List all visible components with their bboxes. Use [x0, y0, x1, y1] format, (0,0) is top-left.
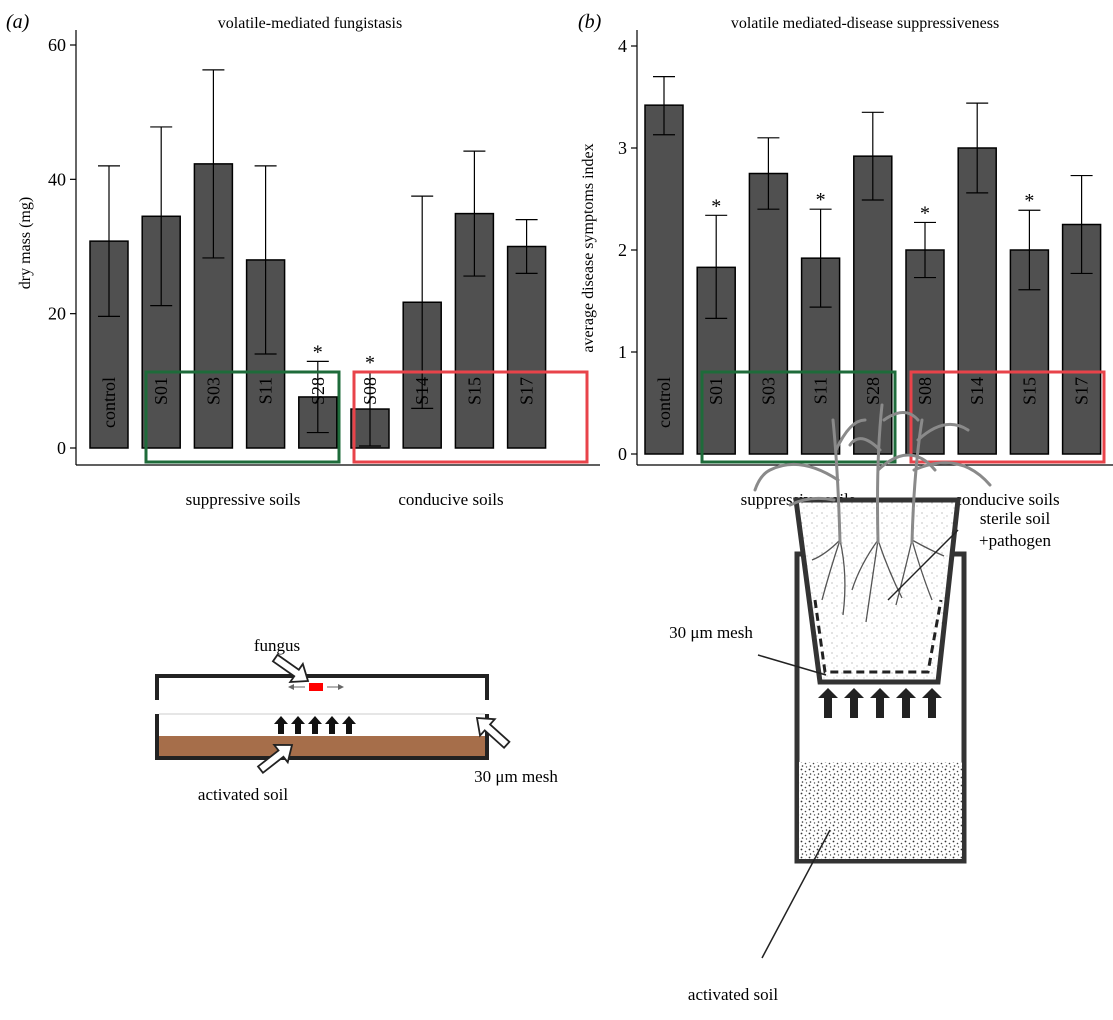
dish-lid [155, 674, 489, 700]
bar-S28 [853, 155, 893, 455]
significance-star: * [920, 202, 930, 224]
bar-S03 [748, 172, 789, 455]
x-label-S14: S14 [412, 377, 432, 405]
activated-soil-label-b: activated soil [688, 985, 778, 1004]
roots [811, 539, 945, 623]
y-tick-label: 60 [48, 35, 66, 55]
activated-soil-layer [157, 736, 487, 756]
bar-control [644, 104, 684, 455]
y-tick-label: 40 [48, 169, 66, 189]
y-tick-label: 2 [618, 240, 627, 260]
sterile-soil-label: sterile soil [980, 509, 1051, 528]
significance-star: * [313, 341, 323, 363]
chart-a: (a) volatile-mediated fungistasis dry ma… [6, 11, 600, 509]
plants [753, 403, 992, 544]
x-label-S11: S11 [256, 377, 276, 404]
activated-soil-label-a: activated soil [198, 785, 288, 804]
x-label-S28: S28 [308, 377, 328, 405]
x-label-S08: S08 [915, 377, 935, 405]
x-label-S15: S15 [1019, 377, 1039, 405]
bar-S17 [506, 245, 547, 449]
diagram-b: sterile soil +pathogen 30 μm mesh activa… [669, 403, 1051, 1004]
volatile-arrows-pot [818, 688, 942, 718]
x-label-S15: S15 [464, 377, 484, 405]
y-tick-label: 1 [618, 342, 627, 362]
chart-a-ylabel: dry mass (mg) [17, 197, 34, 289]
x-label-S14: S14 [967, 377, 987, 405]
chart-b-conducive-label: conducive soils [954, 490, 1059, 509]
chart-b-xlabels: control S01 S03 S11 S28 S08 S14 S15 S17 [654, 377, 1092, 428]
y-tick-label: 3 [618, 138, 627, 158]
inner-pot [793, 497, 961, 685]
chart-b-yticks: 0 1 2 3 4 [618, 36, 637, 464]
diagram-a: fungus activated soil 30 μm mesh [155, 636, 558, 804]
x-label-S01: S01 [151, 377, 171, 405]
chart-a-yticks: 0 20 40 60 [48, 35, 76, 458]
chart-b-suppressive-box [700, 370, 897, 464]
chart-a-suppressive-label: suppressive soils [186, 490, 301, 509]
mesh-pointer-arrow [475, 717, 511, 750]
pathogen-label: +pathogen [979, 531, 1051, 550]
significance-star: * [1024, 190, 1034, 212]
panel-label-a: (a) [6, 11, 30, 33]
fungus-label: fungus [254, 636, 300, 655]
activated-soil-leader [761, 829, 831, 959]
panel-label-b: (b) [578, 11, 602, 33]
chart-b-title: volatile mediated-disease suppressivenes… [731, 15, 999, 32]
x-label-S28: S28 [863, 377, 883, 405]
x-label-S11: S11 [811, 377, 831, 404]
chart-a-conducive-label: conducive soils [398, 490, 503, 509]
activated-soil-fill [799, 762, 962, 859]
sterile-soil-leader [887, 529, 959, 601]
x-label-control: control [654, 377, 674, 428]
x-label-S08: S08 [360, 377, 380, 405]
significance-star: * [816, 189, 826, 211]
x-label-S17: S17 [1072, 377, 1092, 405]
mesh-label-a: 30 μm mesh [474, 767, 558, 786]
chart-a-title: volatile-mediated fungistasis [218, 15, 402, 32]
mesh-label-b: 30 μm mesh [669, 623, 753, 642]
x-label-S17: S17 [517, 377, 537, 405]
pot-mesh [813, 599, 943, 674]
chart-a-conducive-box [352, 370, 589, 464]
chart-b-ylabel: average disease symptoms index [580, 143, 597, 352]
bar-S14 [957, 147, 997, 455]
chart-a-bars: * * [89, 69, 547, 449]
y-tick-label: 0 [57, 438, 66, 458]
chart-b-conducive-box [909, 370, 1106, 464]
x-label-S03: S03 [758, 377, 778, 405]
significance-star: * [365, 352, 375, 374]
soil-pointer-arrow [256, 744, 294, 775]
y-tick-label: 0 [618, 444, 627, 464]
chart-a-suppressive-box [144, 370, 341, 464]
fungus-plug [309, 683, 323, 691]
chart-a-xlabels: control S01 S03 S11 S28 S08 S14 S15 S17 [99, 377, 537, 428]
fungus-pointer-arrow [271, 653, 310, 683]
x-label-S01: S01 [706, 377, 726, 405]
x-label-control: control [99, 377, 119, 428]
volatile-arrows-dish [274, 716, 356, 734]
y-tick-label: 4 [618, 36, 627, 56]
chart-b: (b) volatile mediated-disease suppressiv… [578, 11, 1113, 509]
y-tick-label: 20 [48, 304, 66, 324]
mesh-leader-b [757, 654, 827, 676]
dish-base [155, 714, 489, 760]
x-label-S03: S03 [203, 377, 223, 405]
significance-star: * [711, 195, 721, 217]
